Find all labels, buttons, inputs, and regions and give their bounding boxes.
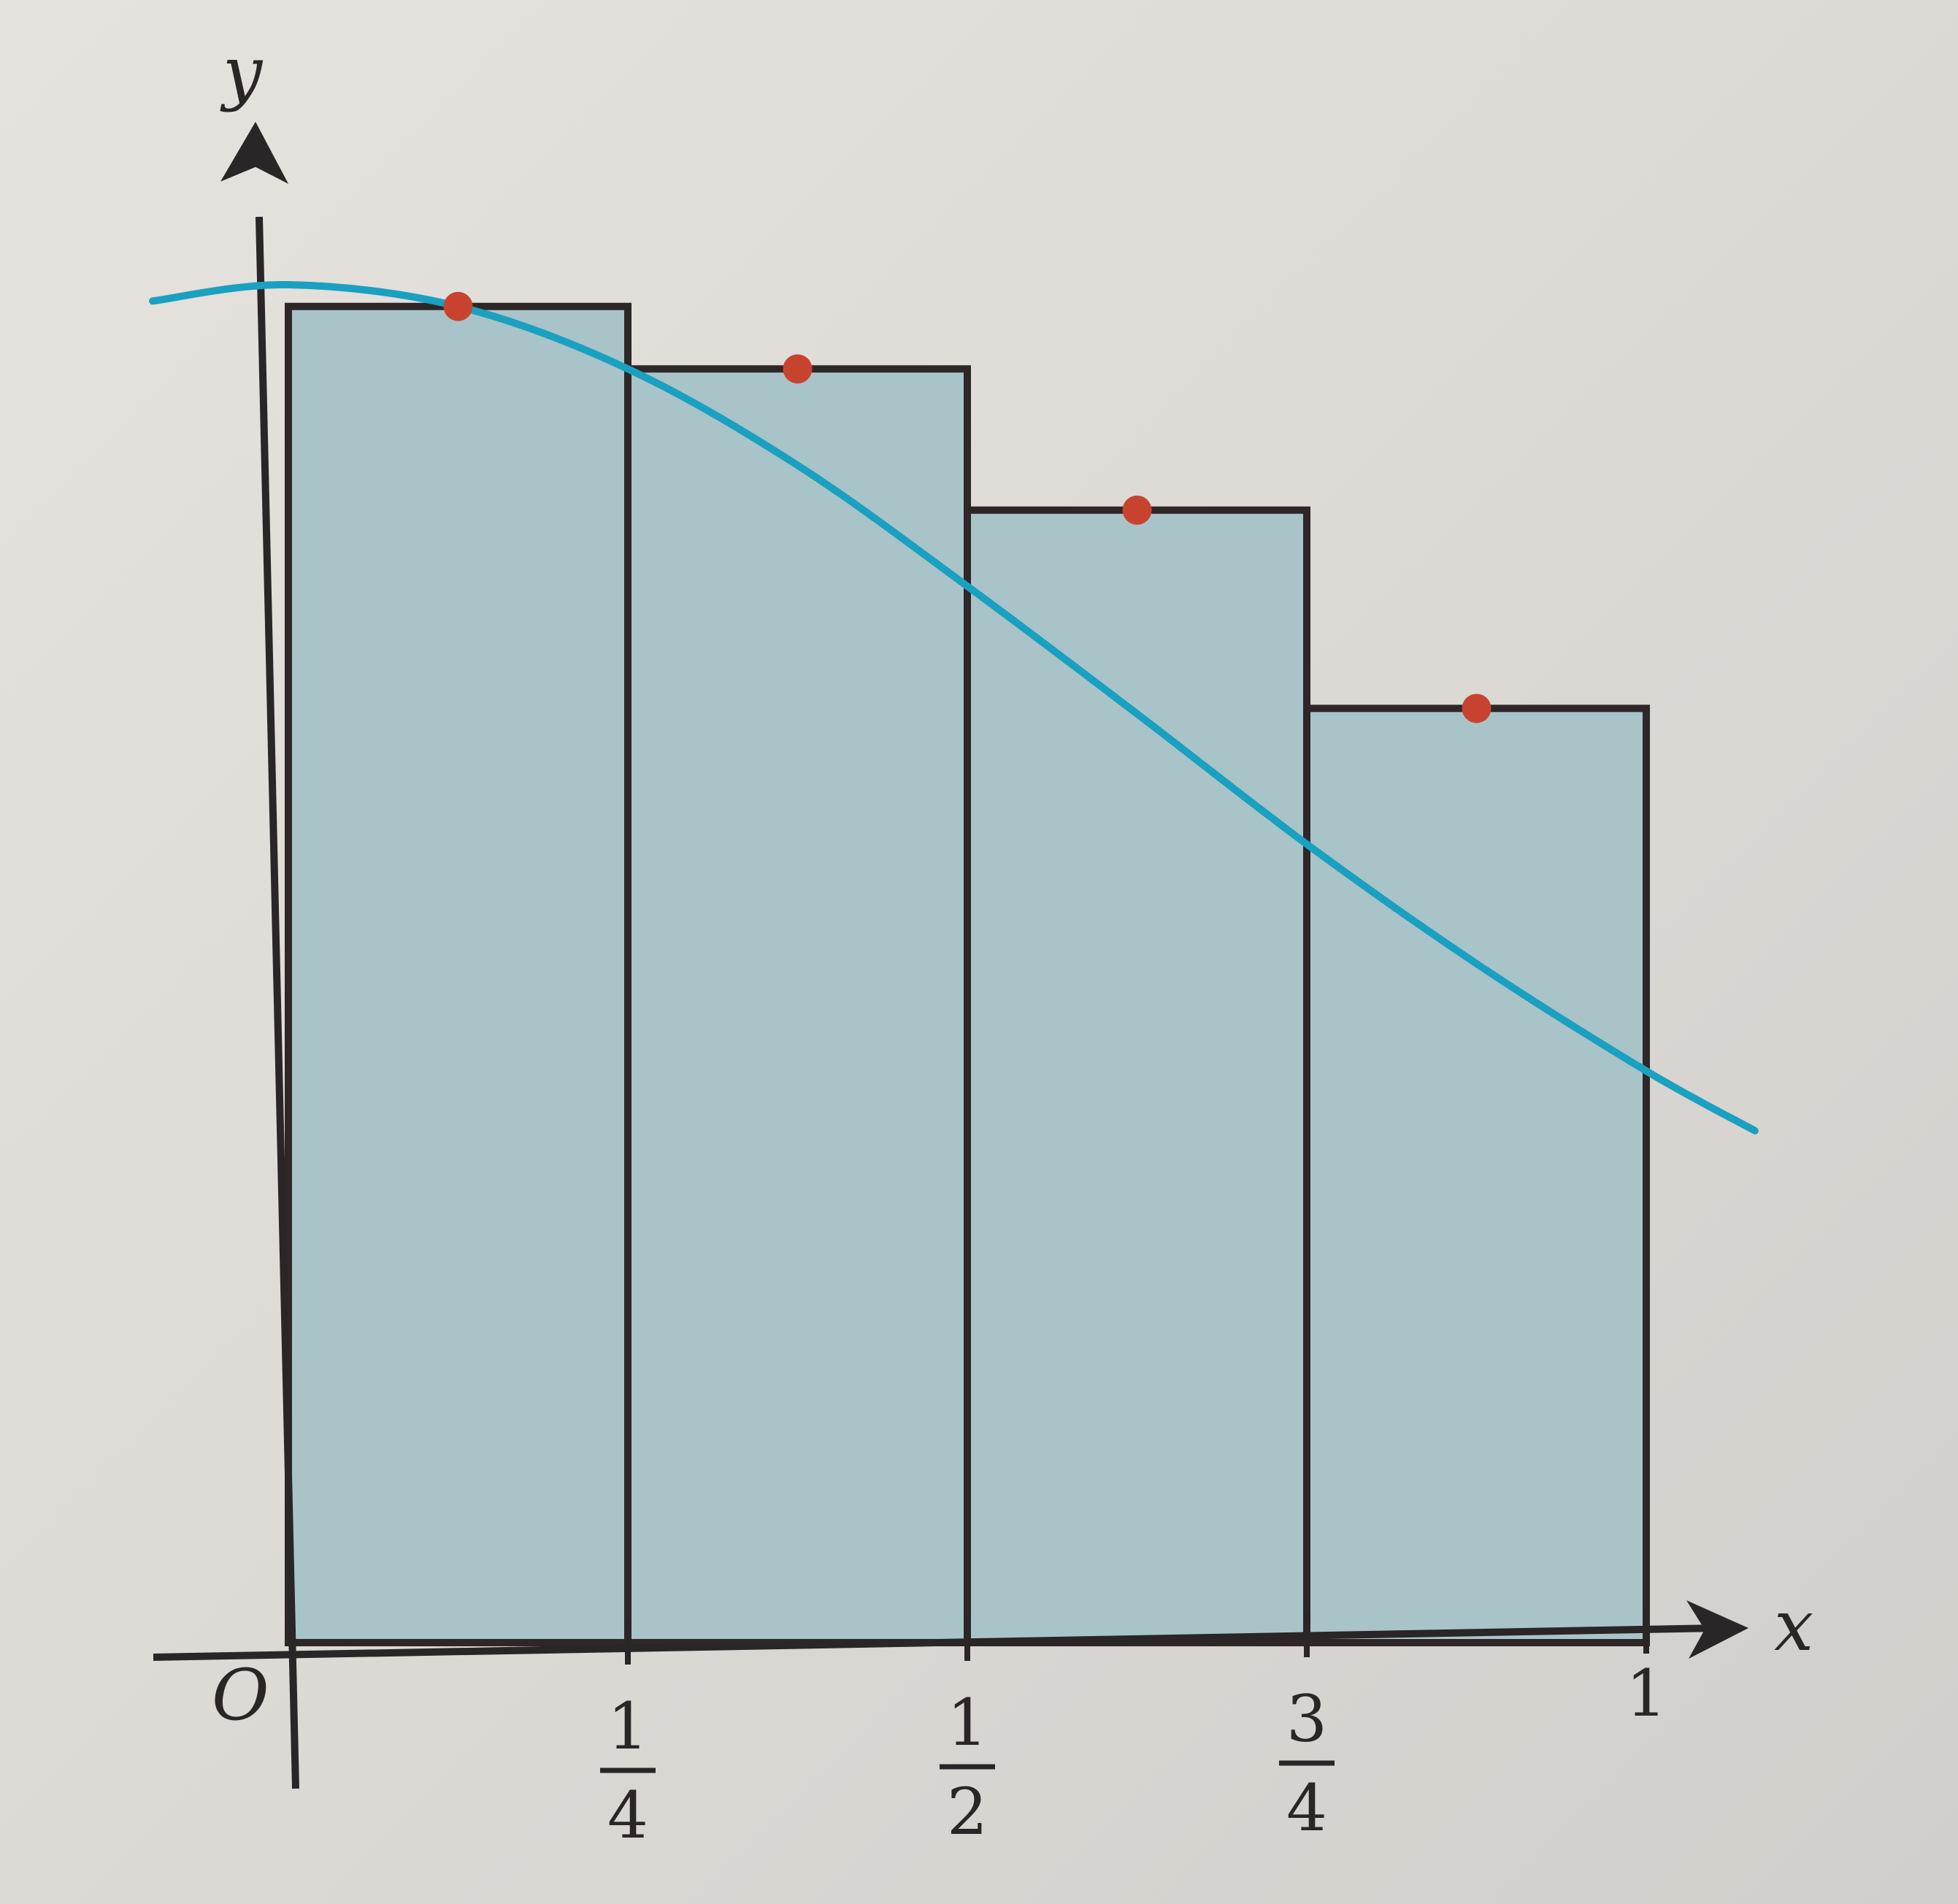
midpoint-1 (443, 291, 473, 321)
x-tick-denominator-2: 2 (947, 1774, 988, 1849)
y-axis-label: y (220, 31, 264, 113)
rectangle-1 (285, 302, 631, 1646)
x-tick-label-4: 1 (1626, 1656, 1667, 1731)
midpoint-4 (1462, 694, 1491, 723)
x-axis-line (153, 1624, 1720, 1661)
rectangles-group (285, 302, 1650, 1647)
x-tick-numerator-2: 1 (947, 1685, 988, 1760)
x-axis-label: x (1774, 1585, 1813, 1667)
x-axis-arrowhead (1686, 1600, 1748, 1659)
x-tick-numerator-3: 3 (1286, 1681, 1327, 1757)
x-ticks-group: 1 4 1 2 3 4 1 (600, 1610, 1667, 1853)
midpoints-group (443, 291, 1491, 723)
rectangle-3 (964, 506, 1310, 1646)
midpoint-2 (783, 354, 813, 384)
y-axis-arrowhead (220, 121, 288, 184)
midpoint-3 (1122, 495, 1152, 525)
function-curve (149, 280, 1759, 1135)
x-tick-denominator-3: 4 (1286, 1770, 1327, 1846)
rectangle-2 (624, 365, 971, 1647)
rectangle-4 (1303, 705, 1650, 1647)
x-tick-denominator-1: 4 (607, 1778, 648, 1853)
y-axis-line (256, 216, 299, 1789)
x-tick-numerator-1: 1 (607, 1689, 648, 1764)
origin-label: O (212, 1654, 269, 1736)
